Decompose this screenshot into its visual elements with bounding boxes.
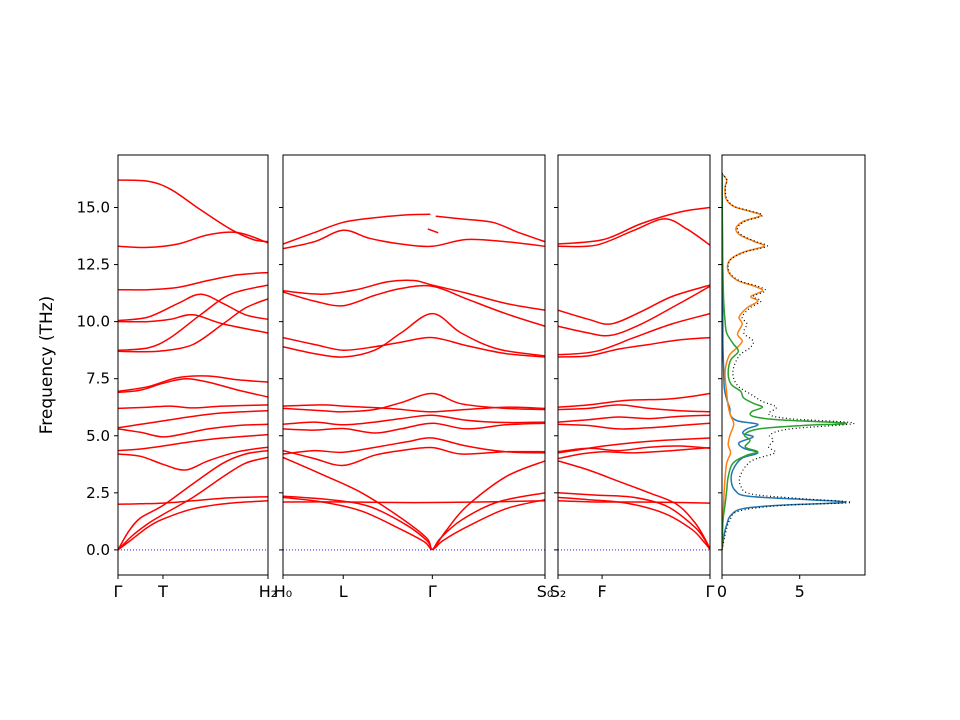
phonon-band xyxy=(118,409,268,429)
phonon-band xyxy=(558,496,710,551)
x-tick-label: S₀ xyxy=(537,582,554,601)
phonon-band xyxy=(558,500,710,504)
phonon-band xyxy=(283,437,545,455)
x-tick-label: F xyxy=(597,582,606,601)
phonon-band xyxy=(118,433,268,452)
phonon-band xyxy=(558,445,710,453)
phonon-band xyxy=(283,456,545,551)
phonon-band xyxy=(558,336,710,358)
phonon-band xyxy=(118,449,268,551)
y-tick-label: 2.5 xyxy=(86,484,110,502)
phonon-band xyxy=(283,279,545,311)
phonon-band xyxy=(558,460,710,550)
phonon-band xyxy=(558,284,710,325)
phonon-band xyxy=(118,404,268,410)
dos-curves xyxy=(722,172,855,551)
phonon-band xyxy=(558,446,710,460)
phonon-band xyxy=(118,500,268,551)
x-tick-label: 0 xyxy=(717,582,727,601)
total-dos xyxy=(722,172,855,551)
phonon-band xyxy=(118,423,268,438)
x-tick-label: H₀ xyxy=(274,582,292,601)
x-tick-label: H₂ xyxy=(259,582,277,601)
phonon-band xyxy=(558,285,710,337)
phonon-band xyxy=(283,404,545,413)
phonon-band xyxy=(283,392,545,413)
phonon-band xyxy=(118,284,268,351)
phonon-band xyxy=(118,179,268,243)
phonon-band xyxy=(558,206,710,245)
x-tick-label: L xyxy=(339,582,348,601)
phonon-band xyxy=(283,446,545,467)
y-tick-label: 0.0 xyxy=(86,541,110,559)
x-tick-label: S₂ xyxy=(550,582,567,601)
phonon-band xyxy=(558,422,710,430)
phonon-band xyxy=(283,312,545,358)
phonon-band xyxy=(118,377,268,398)
x-tick-label: T xyxy=(157,582,168,601)
panel-gamma-t-h2-bands xyxy=(118,179,268,551)
y-tick-label: 15.0 xyxy=(77,199,110,217)
panel-border xyxy=(557,154,711,576)
phonon-band xyxy=(118,298,268,353)
panel-s2-f-gamma-bands xyxy=(558,206,710,551)
phonon-band xyxy=(283,336,545,358)
phonon-band xyxy=(118,375,268,393)
panel-border xyxy=(282,154,546,576)
phonon-band xyxy=(283,213,431,245)
y-tick-label: 7.5 xyxy=(86,370,110,388)
x-tick-label: Γ xyxy=(706,582,715,601)
y-tick-label: 10.0 xyxy=(77,313,110,331)
x-tick-label: Γ xyxy=(428,582,437,601)
y-tick-label: 5.0 xyxy=(86,427,110,445)
phonon-band xyxy=(435,215,545,243)
x-tick-label: 5 xyxy=(795,582,805,601)
partial-dos-element-3 xyxy=(722,173,848,550)
phonon-band xyxy=(118,495,268,505)
phonon-band xyxy=(118,293,268,322)
phonon-band xyxy=(283,284,545,327)
phonon-band xyxy=(283,422,545,434)
phonon-band xyxy=(283,229,545,250)
phonon-band xyxy=(558,414,710,423)
phonon-band xyxy=(283,414,545,426)
phonon-band xyxy=(558,404,710,413)
phonon-band xyxy=(558,218,710,248)
phonon-band xyxy=(118,271,268,291)
panel-h0-l-gamma-s0-bands xyxy=(283,213,545,551)
phonon-band xyxy=(558,437,710,454)
x-tick-label: Γ xyxy=(114,582,123,601)
panel-border xyxy=(117,154,269,576)
phonon-band xyxy=(558,392,710,408)
phonon-band xyxy=(118,313,268,334)
partial-dos-element-1 xyxy=(722,173,847,550)
y-tick-label: 12.5 xyxy=(77,256,110,274)
phonon-band xyxy=(558,312,710,356)
panel-border xyxy=(721,154,866,576)
phonon-band xyxy=(118,456,268,551)
phonon-band xyxy=(118,446,268,471)
phonon-band xyxy=(427,228,439,234)
partial-dos-element-2 xyxy=(722,173,766,550)
phonon-band xyxy=(118,231,268,249)
phonon-band xyxy=(283,496,545,551)
